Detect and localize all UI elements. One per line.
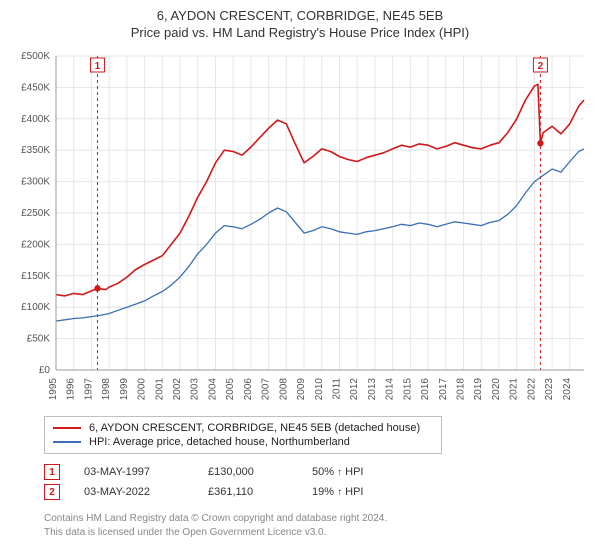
svg-text:£450K: £450K — [21, 82, 50, 93]
svg-text:£200K: £200K — [21, 239, 50, 250]
legend-row-hpi: HPI: Average price, detached house, Nort… — [53, 435, 433, 449]
svg-text:2: 2 — [538, 61, 544, 72]
legend-swatch-hpi — [53, 441, 81, 443]
svg-text:1999: 1999 — [119, 378, 130, 401]
arrow-up-icon: ↑ — [337, 467, 342, 478]
svg-text:1997: 1997 — [83, 378, 94, 401]
svg-text:2024: 2024 — [562, 378, 573, 401]
svg-text:2000: 2000 — [137, 378, 148, 401]
svg-text:2013: 2013 — [367, 378, 378, 401]
svg-text:2019: 2019 — [473, 378, 484, 401]
svg-text:2008: 2008 — [278, 378, 289, 401]
svg-text:£50K: £50K — [27, 334, 51, 345]
legend-label-property: 6, AYDON CRESCENT, CORBRIDGE, NE45 5EB (… — [89, 422, 420, 434]
svg-text:2014: 2014 — [385, 378, 396, 401]
chart-card: 6, AYDON CRESCENT, CORBRIDGE, NE45 5EB P… — [0, 0, 600, 539]
svg-text:2023: 2023 — [544, 378, 555, 401]
event-hpi-1: 50% ↑ HPI — [312, 466, 364, 478]
svg-text:2018: 2018 — [456, 378, 467, 401]
svg-text:2012: 2012 — [349, 378, 360, 401]
event-row-1: 1 03-MAY-1997 £130,000 50% ↑ HPI — [44, 462, 586, 482]
svg-text:2005: 2005 — [225, 378, 236, 401]
event-marker-2: 2 — [44, 484, 60, 500]
svg-text:£350K: £350K — [21, 145, 50, 156]
svg-text:2003: 2003 — [190, 378, 201, 401]
chart: £0 £50K £100K £150K £200K £250K £300K £350K £400… — [10, 50, 590, 410]
svg-text:£300K: £300K — [21, 177, 50, 188]
svg-text:2022: 2022 — [526, 378, 537, 401]
title-sub: Price paid vs. HM Land Registry's House … — [10, 25, 590, 40]
arrow-up-icon: ↑ — [337, 487, 342, 498]
event-date-2: 03-MAY-2022 — [84, 486, 184, 498]
footer-line-2: This data is licensed under the Open Gov… — [44, 526, 586, 540]
svg-text:1: 1 — [95, 61, 101, 72]
svg-text:2020: 2020 — [491, 378, 502, 401]
svg-text:2016: 2016 — [420, 378, 431, 401]
svg-text:2010: 2010 — [314, 378, 325, 401]
svg-text:1996: 1996 — [66, 378, 77, 401]
title-block: 6, AYDON CRESCENT, CORBRIDGE, NE45 5EB P… — [0, 0, 600, 44]
svg-text:2011: 2011 — [331, 378, 342, 400]
legend-swatch-property — [53, 427, 81, 429]
svg-text:1995: 1995 — [48, 378, 59, 401]
svg-text:£100K: £100K — [21, 302, 50, 313]
svg-text:2007: 2007 — [261, 378, 272, 401]
svg-text:£400K: £400K — [21, 114, 50, 125]
event-date-1: 03-MAY-1997 — [84, 466, 184, 478]
svg-text:£500K: £500K — [21, 51, 50, 62]
event-hpi-2: 19% ↑ HPI — [312, 486, 364, 498]
events-table: 1 03-MAY-1997 £130,000 50% ↑ HPI 2 03-MA… — [44, 462, 586, 502]
svg-text:£250K: £250K — [21, 208, 50, 219]
svg-text:2006: 2006 — [243, 378, 254, 401]
chart-svg: £0 £50K £100K £150K £200K £250K £300K £350K £400… — [10, 50, 590, 410]
svg-text:2002: 2002 — [172, 378, 183, 401]
event-price-2: £361,110 — [208, 486, 288, 498]
footer: Contains HM Land Registry data © Crown c… — [44, 512, 586, 539]
svg-text:£150K: £150K — [21, 271, 50, 282]
svg-text:2004: 2004 — [207, 378, 218, 401]
footer-line-1: Contains HM Land Registry data © Crown c… — [44, 512, 586, 526]
legend-row-property: 6, AYDON CRESCENT, CORBRIDGE, NE45 5EB (… — [53, 421, 433, 435]
title-main: 6, AYDON CRESCENT, CORBRIDGE, NE45 5EB — [10, 8, 590, 23]
svg-text:2021: 2021 — [509, 378, 520, 401]
svg-text:2001: 2001 — [154, 378, 165, 401]
svg-text:2017: 2017 — [438, 378, 449, 401]
svg-text:1998: 1998 — [101, 378, 112, 401]
event-row-2: 2 03-MAY-2022 £361,110 19% ↑ HPI — [44, 482, 586, 502]
svg-text:2009: 2009 — [296, 378, 307, 401]
legend-label-hpi: HPI: Average price, detached house, Nort… — [89, 436, 350, 448]
legend: 6, AYDON CRESCENT, CORBRIDGE, NE45 5EB (… — [44, 416, 442, 454]
event-marker-1: 1 — [44, 464, 60, 480]
event-price-1: £130,000 — [208, 466, 288, 478]
svg-text:£0: £0 — [39, 365, 51, 376]
svg-text:2015: 2015 — [402, 378, 413, 401]
